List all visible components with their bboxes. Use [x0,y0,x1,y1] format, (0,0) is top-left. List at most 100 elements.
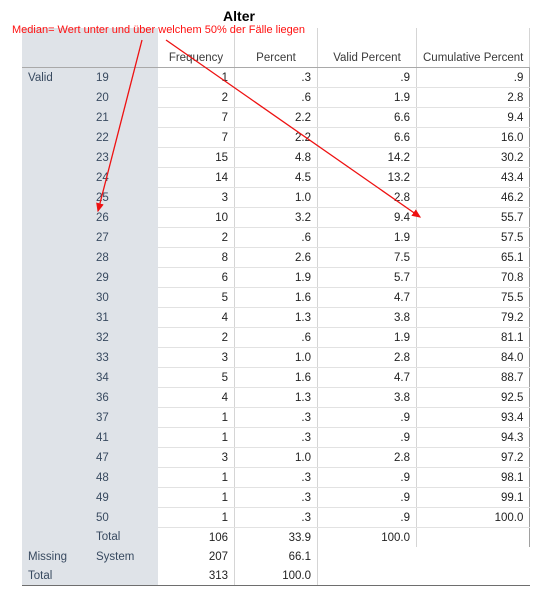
cell-frequency: 1 [158,467,235,488]
cell-valid-percent: .9 [317,67,417,88]
row-group-label [22,187,90,208]
table-row: 36 4 1.3 3.8 92.5 [22,387,531,408]
row-value-label: 37 [90,407,158,428]
cell-cumulative-percent: .9 [416,67,531,88]
arrow-to-55-7 [165,39,422,218]
cell-frequency: 14 [158,167,235,188]
row-value-label: 30 [90,287,158,308]
cell-cumulative-percent: 70.8 [416,267,531,288]
cell-percent: 1.0 [234,187,318,208]
cell-percent: 1.6 [234,287,318,308]
table-row: 49 1.3.9 99.1 [22,487,531,508]
cell-percent: .3 [234,487,318,508]
table-row: 23 15 4.8 14.2 30.2 [22,147,531,168]
missing-row: Missing System 207 66.1 [22,547,530,566]
table-row: 50 1.3.9 100.0 [22,507,531,528]
cell-valid-percent: .9 [317,407,417,428]
cell-cumulative-percent: 92.5 [416,387,531,408]
cell-cumulative-percent: 99.1 [416,487,531,508]
row-group-label [22,387,90,408]
cell-cumulative-percent [416,527,531,547]
row-value-label: 36 [90,387,158,408]
row-group-label [22,487,90,508]
header-corner-2 [90,28,158,68]
cell-frequency: 3 [158,447,235,468]
cell-valid-percent: 1.9 [317,87,417,108]
row-value-label: 49 [90,487,158,508]
cell-frequency: 1 [158,427,235,448]
cell-percent: 2.6 [234,247,318,268]
row-group-label: Valid [22,67,90,88]
cell-percent: 2.2 [234,127,318,148]
row-group-label [22,147,90,168]
row-value-label: System [90,547,158,566]
table-row: 41 1.3.9 94.3 [22,427,531,448]
cell-frequency: 6 [158,267,235,288]
cell-frequency: 207 [158,547,235,566]
row-group-label [22,227,90,248]
cell-empty [416,566,530,586]
cell-percent: 1.0 [234,447,318,468]
cell-valid-percent: 5.7 [317,267,417,288]
row-group-label: Missing [22,547,90,566]
cell-frequency: 1 [158,487,235,508]
cell-valid-percent: 2.8 [317,447,417,468]
table-row: 21 7 2.2 6.6 9.4 [22,107,531,128]
cell-cumulative-percent: 100.0 [416,507,531,528]
table-row: 34 5 1.6 4.7 88.7 [22,367,531,388]
row-group-label [22,167,90,188]
median-annotation: Median= Wert unter und über welchem 50% … [12,24,305,36]
cell-valid-percent: .9 [317,427,417,448]
cell-cumulative-percent: 79.2 [416,307,531,328]
cell-valid-percent: 6.6 [317,127,417,148]
table-row: 27 2.6 1.9 57.5 [22,227,531,248]
cell-percent: .6 [234,327,318,348]
cell-empty [416,547,530,566]
cell-cumulative-percent: 2.8 [416,87,531,108]
cell-frequency: 10 [158,207,235,228]
cell-frequency: 1 [158,507,235,528]
cell-frequency: 4 [158,307,235,328]
row-group-label [22,267,90,288]
row-value-label: Total [90,527,158,547]
cell-valid-percent: .9 [317,507,417,528]
cell-valid-percent: 3.8 [317,387,417,408]
cell-cumulative-percent: 88.7 [416,367,531,388]
cell-empty [317,566,417,586]
table-row: 24 14 4.5 13.2 43.4 [22,167,531,188]
table-row: 25 3 1.0 2.8 46.2 [22,187,531,208]
cell-frequency: 2 [158,227,235,248]
table-row: 37 1.3.9 93.4 [22,407,531,428]
cell-cumulative-percent: 65.1 [416,247,531,268]
cell-frequency: 5 [158,287,235,308]
header-row: Frequency Percent Valid Percent Cumulati… [22,28,531,68]
cell-cumulative-percent: 97.2 [416,447,531,468]
cell-percent: 100.0 [234,566,318,586]
cell-cumulative-percent: 57.5 [416,227,531,248]
cell-percent: 1.6 [234,367,318,388]
row-value-label: 47 [90,447,158,468]
frequency-table: Frequency Percent Valid Percent Cumulati… [22,28,531,586]
header-corner [22,28,90,68]
cell-cumulative-percent: 16.0 [416,127,531,148]
row-group-label [22,107,90,128]
cell-valid-percent: .9 [317,467,417,488]
cell-frequency: 2 [158,327,235,348]
cell-cumulative-percent: 93.4 [416,407,531,428]
row-value-label: 29 [90,267,158,288]
row-value-label: 34 [90,367,158,388]
table-row: 22 7 2.2 6.6 16.0 [22,127,531,148]
cell-percent: 1.3 [234,307,318,328]
row-group-label [22,407,90,428]
cell-percent: 1.9 [234,267,318,288]
row-value-label: 22 [90,127,158,148]
row-group-label [22,247,90,268]
cell-frequency: 15 [158,147,235,168]
row-value-label: 48 [90,467,158,488]
cell-valid-percent: 2.8 [317,187,417,208]
cell-frequency: 8 [158,247,235,268]
row-group-label [22,447,90,468]
cell-frequency: 1 [158,67,235,88]
cell-valid-percent: 100.0 [317,527,417,547]
